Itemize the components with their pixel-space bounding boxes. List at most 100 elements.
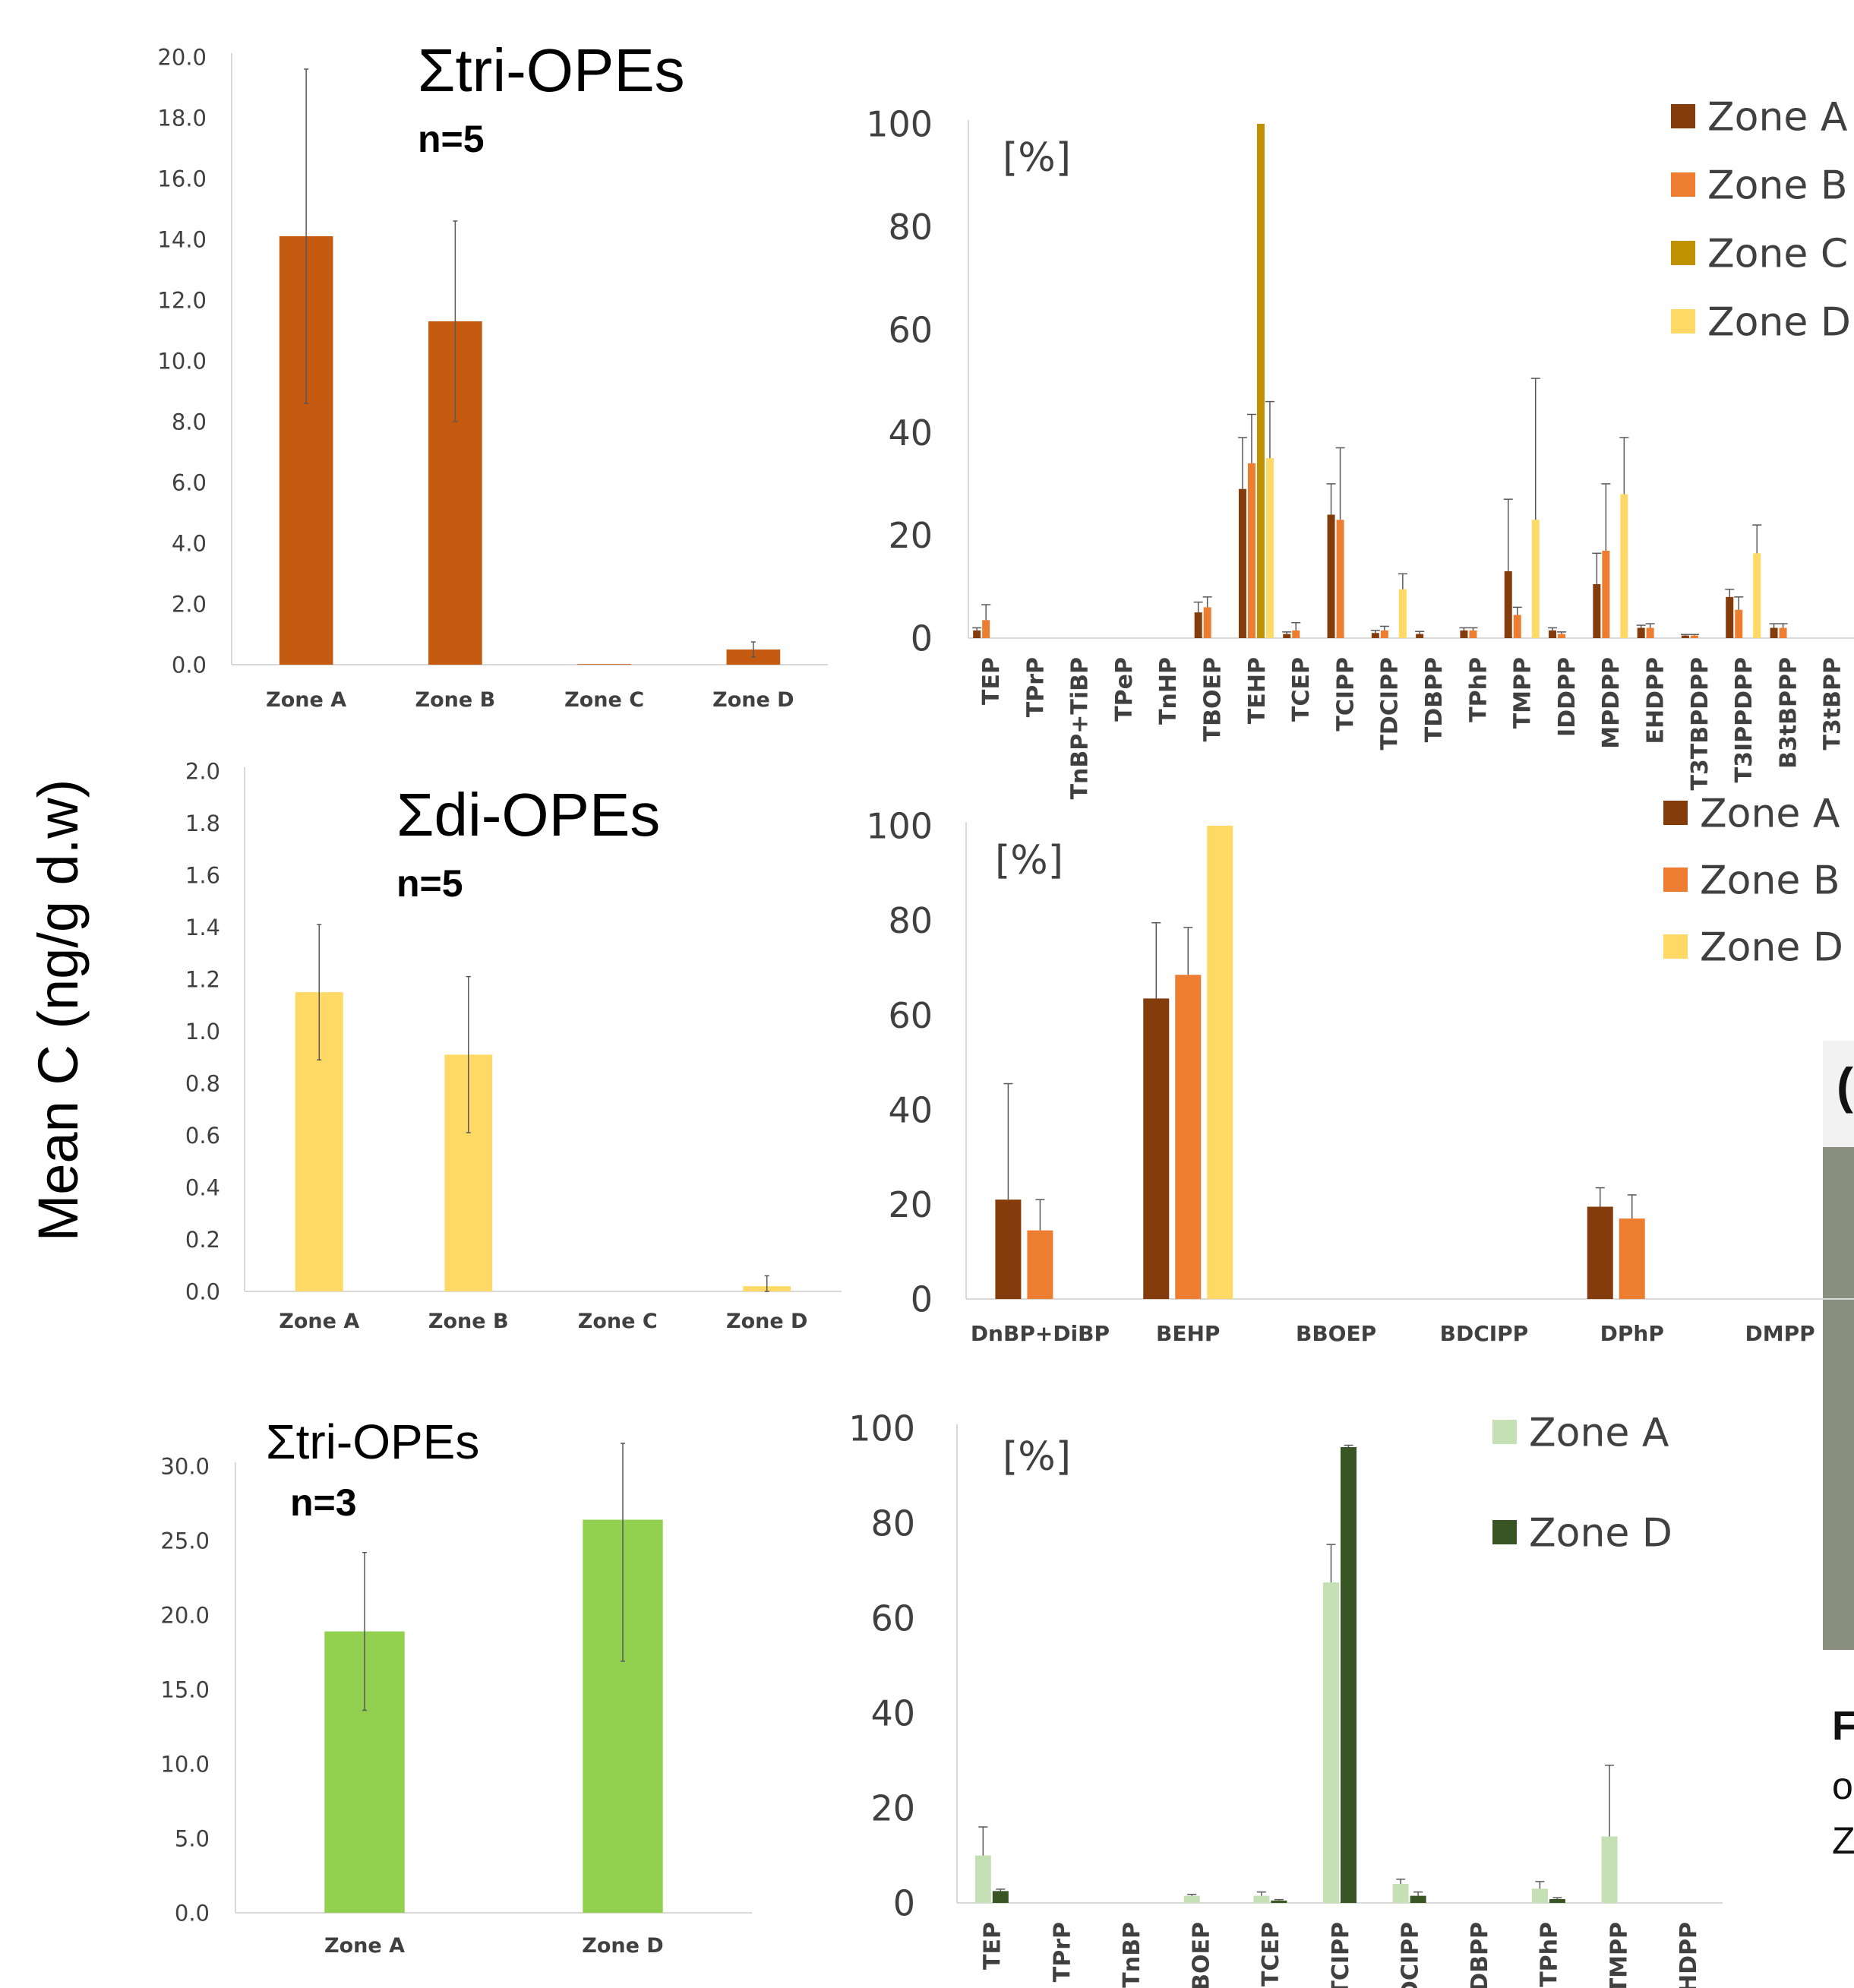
bar [995,1199,1022,1299]
y-tick-label: 1.6 [185,862,220,888]
bar [577,664,631,665]
photo-label: ( [1837,1057,1853,1114]
y-tick-label: 1.2 [185,966,220,992]
y-tick-label: 10.0 [160,1751,210,1777]
chart-sum-tri-opes-1: 0.0 2.0 4.0 6.0 8.0 10.0 12.0 14.0 16.0 18.0 20.0 Z… [157,36,828,712]
y-tick-label: 1.0 [185,1019,220,1045]
legend-swatch [1663,801,1688,825]
bar [1637,627,1645,638]
x-tick-label: TBOEP [1199,657,1226,741]
x-tick-label: Zone B [428,1310,509,1333]
y-tick-label: 100 [866,104,933,145]
x-tick-label: MPDPP [1598,657,1625,749]
y-tick-label: 40 [870,1693,915,1734]
y-tick-label: 0 [893,1883,915,1924]
chart-pct-tri-opes-2: 0 20 40 60 80 100 TEP TPrP TnBP TBOEP TCEP TCIPP TDC… [848,1408,1723,1988]
legend-label: Zone D [1707,300,1851,346]
y-tick-label: 12.0 [157,287,207,313]
bar [974,1855,991,1903]
bar [1593,583,1601,638]
x-tick-label: TEHP [1244,657,1271,724]
x-tick-label: Zone A [324,1934,405,1958]
chart-sum-di-opes: 0.0 0.2 0.4 0.6 0.8 1.0 1.2 1.4 1.6 1.8 2.0 Zone A Z… [185,758,842,1333]
bar [1681,635,1689,638]
y-tick-label: 2.0 [185,758,220,784]
x-tick-label: TCIPP [1328,1922,1354,1988]
chart-subtitle: n=5 [396,862,463,905]
x-tick-label: DPhP [1600,1321,1664,1346]
bar [1587,1206,1613,1299]
x-tick-label: DMPP [1745,1321,1815,1346]
bar [1753,553,1761,638]
x-tick-label: TnHP [1155,657,1182,725]
y-tick-label: 15.0 [160,1677,210,1702]
bar [1469,630,1477,638]
y-tick-label: 25.0 [160,1528,210,1553]
caption-line-1: F [1832,1703,1854,1749]
x-tick-label: TPhP [1537,1922,1563,1987]
y-tick-label: 60 [888,995,933,1036]
legend-swatch [1671,104,1695,128]
x-tick-label: Zone D [582,1934,663,1958]
y-tick-label: 100 [848,1408,915,1449]
bar [1271,1900,1287,1903]
bar [973,630,981,638]
bar [1410,1895,1426,1903]
y-tick-label: 20.0 [160,1602,210,1628]
legend-label: Zone B [1707,163,1848,209]
bar [1602,550,1610,638]
x-tick-label: Zone A [279,1310,359,1333]
y-tick-label: 18.0 [157,105,207,131]
bar [1183,1895,1200,1903]
y-tick-label: 0.6 [185,1123,220,1149]
legend-swatch [1492,1520,1517,1544]
x-tick-label: Zone D [712,688,794,712]
x-tick-label: Zone C [564,688,644,712]
bar [1253,1895,1270,1903]
chart-pct-tri-opes-1: 0 20 40 60 80 100 TEP TPrP TnBP+TiBP TPeP TnHP TBOE… [866,95,1854,799]
bar [1726,596,1734,638]
chart-annotation: [%] [995,838,1063,883]
bar [1779,627,1787,638]
bar [1371,633,1379,638]
y-tick-label: 30.0 [160,1453,210,1479]
chart-annotation: [%] [1003,1434,1071,1480]
y-tick-label: 0.8 [185,1070,220,1096]
legend-label: Zone D [1529,1511,1672,1557]
y-tick-label: 0.0 [172,652,207,678]
caption-line-3: Z [1832,1819,1854,1862]
x-tick-label: TDBPP [1421,657,1448,742]
bar [1203,607,1211,638]
x-tick-label: T3TBPDPP [1687,657,1713,791]
bar [1513,615,1521,638]
bar [1380,630,1388,638]
bar [1265,458,1274,638]
bar [1194,612,1202,638]
x-tick-label: Zone D [726,1310,807,1333]
x-tick-label: TDBPP [1467,1922,1493,1988]
bar [1620,494,1628,638]
legend-label: Zone A [1707,95,1848,141]
x-tick-label: Zone C [578,1310,658,1333]
y-tick-label: 5.0 [175,1825,210,1851]
bar [1549,1899,1565,1903]
y-tick-label: 8.0 [172,409,207,435]
x-tick-label: TnBP+TiBP [1067,657,1094,799]
x-tick-label: EHDPP [1642,657,1669,744]
y-tick-label: 40 [888,1089,933,1130]
y-tick-label: 0.0 [185,1278,220,1304]
chart-title: Σtri-OPEs [266,1414,479,1469]
chart-pct-di-opes: 0 20 40 60 80 100 DnBP+DiBP BEHP BBOEP BDCIPP DPhP… [866,792,1854,1346]
x-tick-label: T3tBPP [1820,657,1846,751]
y-tick-label: 0.4 [185,1174,220,1200]
y-tick-label: 2.0 [172,591,207,617]
y-tick-label: 60 [870,1598,915,1639]
bar [1504,570,1512,638]
legend-label: Zone A [1700,792,1840,837]
y-tick-label: 10.0 [157,348,207,374]
x-tick-label: TBOEP [1189,1922,1215,1988]
x-tick-label: BBOEP [1296,1321,1376,1346]
y-tick-label: 80 [888,900,933,941]
bar [1770,627,1778,638]
x-tick-label: EHDPP [1676,1922,1702,1988]
